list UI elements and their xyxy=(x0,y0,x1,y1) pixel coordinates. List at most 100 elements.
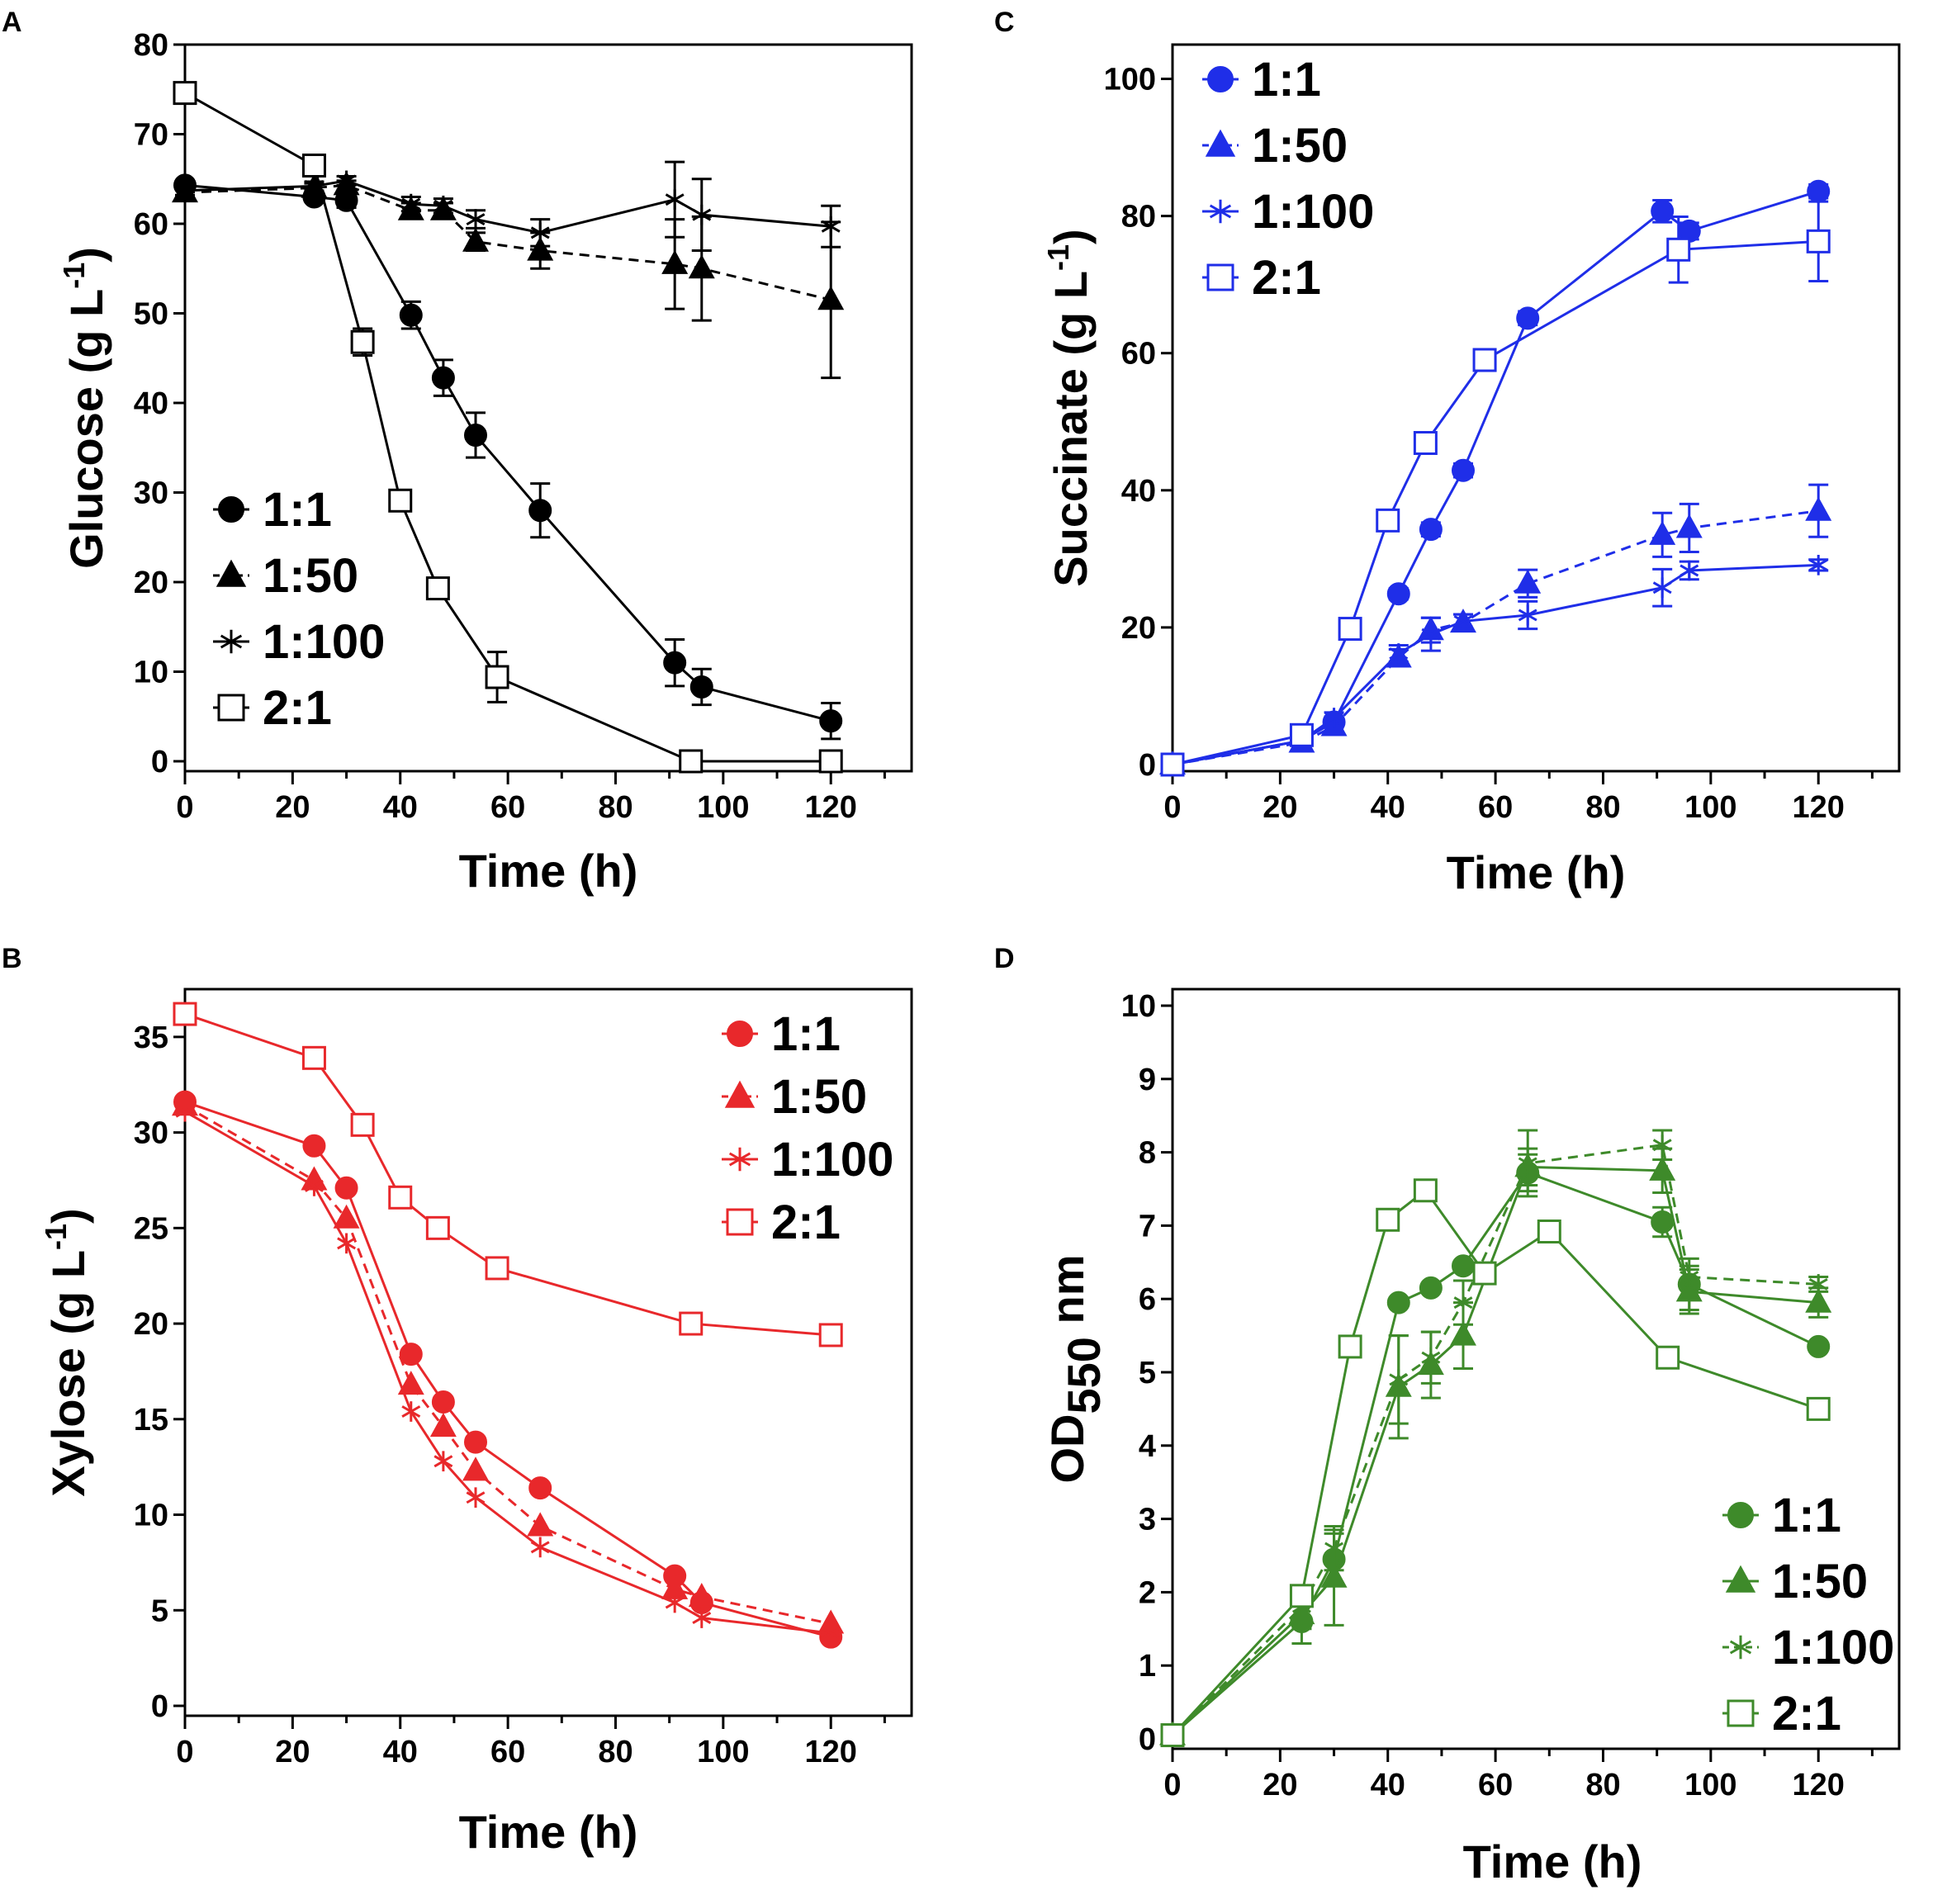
data-point-star-stroke xyxy=(466,1491,486,1504)
data-point-square xyxy=(301,153,326,178)
x-axis-ticks: 0 20 40 60 80 100 120 xyxy=(176,1716,886,1769)
x-tick-label: 60 xyxy=(1478,1768,1513,1802)
data-point-star xyxy=(1680,560,1699,581)
data-point-triangle xyxy=(397,1371,424,1395)
legend-marker-star xyxy=(728,1147,751,1172)
data-point-star xyxy=(1518,1153,1537,1174)
data-point-star-stroke xyxy=(337,1237,357,1250)
legend-item: 1:1 xyxy=(1202,53,1321,107)
data-point-square xyxy=(1376,508,1400,533)
data-point-star-stroke xyxy=(401,197,421,211)
x-tick-label: 40 xyxy=(383,1735,418,1769)
data-point-star xyxy=(1324,1537,1344,1559)
legend-item: 1:50 xyxy=(722,1070,867,1124)
data-point-star-stroke xyxy=(434,1455,453,1468)
x-tick-label: 0 xyxy=(1163,790,1181,825)
legend-label: 1:50 xyxy=(263,549,358,603)
data-point-circle xyxy=(528,1476,552,1500)
data-point-star xyxy=(401,1401,421,1422)
data-point-square xyxy=(1160,752,1185,777)
data-point-square xyxy=(679,1311,704,1336)
data-point-square xyxy=(350,329,375,354)
panel-letter-c: C xyxy=(994,7,1015,38)
y-axis-title-sup: -1 xyxy=(57,263,91,289)
legend-label: 1:100 xyxy=(1252,185,1374,239)
y-axis-title-main: Succinate (g L xyxy=(1045,271,1097,587)
data-point-star-stroke xyxy=(530,1541,550,1554)
y-axis-title-end: ) xyxy=(42,1208,94,1224)
data-point-triangle xyxy=(527,1512,554,1537)
data-point-star-stroke xyxy=(337,174,357,187)
data-point-triangle xyxy=(661,249,689,274)
plot-frame xyxy=(183,43,913,773)
data-point-circle xyxy=(1386,582,1410,606)
legend-item: 1:50 xyxy=(213,549,358,603)
x-tick-label: 40 xyxy=(1371,1768,1405,1802)
x-axis-title: Time (h) xyxy=(459,1806,638,1858)
series-2:1 xyxy=(1160,200,1831,777)
x-tick-label: 0 xyxy=(176,790,193,825)
legend-label: 1:1 xyxy=(1772,1489,1841,1542)
series-line xyxy=(184,1101,831,1639)
legend-label: 1:1 xyxy=(1252,53,1321,107)
data-point-square xyxy=(485,1256,509,1281)
y-tick-label: 15 xyxy=(134,1403,168,1437)
x-tick-label: 0 xyxy=(176,1735,193,1769)
data-point-square xyxy=(301,1045,326,1070)
data-point-star-stroke xyxy=(1680,1271,1699,1284)
data-point-star-stroke xyxy=(1421,1351,1441,1364)
series-line xyxy=(1171,1144,1819,1736)
y-tick-label: 8 xyxy=(1139,1136,1156,1171)
series-1:100 xyxy=(175,1101,841,1644)
legend-marker-triangle xyxy=(1205,129,1236,157)
legend-label: 2:1 xyxy=(263,681,332,735)
data-point-square xyxy=(350,1112,375,1137)
data-point-star-stroke xyxy=(1453,614,1473,628)
data-point-star-stroke xyxy=(692,208,712,221)
data-point-star-stroke xyxy=(1808,1277,1828,1291)
panel-letter-a: A xyxy=(2,7,22,38)
data-point-star-stroke xyxy=(466,213,486,226)
x-tick-label: 20 xyxy=(275,790,310,825)
y-axis-ticks: 0 10 20 30 40 50 60 70 80 xyxy=(134,28,185,779)
data-point-star-stroke xyxy=(1808,558,1828,571)
x-tick-label: 120 xyxy=(1793,1768,1845,1802)
legend-item: 1:100 xyxy=(722,1133,893,1186)
series-line xyxy=(1172,239,1819,766)
data-point-star-stroke xyxy=(1680,564,1699,577)
series-line xyxy=(184,92,831,763)
legend: 1:1 1:50 1:100 2:1 xyxy=(1722,1489,1894,1741)
data-point-square xyxy=(1472,1261,1497,1286)
series-layer xyxy=(1159,179,1832,777)
panel-a-glucose: A 0 10 20 30 40 50 60 70 80 0 20 40 60 80 100 120 Time… xyxy=(2,7,913,897)
legend-label: 1:1 xyxy=(263,483,332,537)
data-point-star xyxy=(665,1592,685,1613)
y-axis-title-sup: -1 xyxy=(39,1224,73,1250)
data-point-star-stroke xyxy=(1652,581,1672,594)
data-point-square xyxy=(679,749,704,774)
y-tick-label: 10 xyxy=(1121,989,1156,1024)
panel-letter-d: D xyxy=(994,943,1015,974)
data-point-circle xyxy=(431,1390,455,1414)
data-point-star-stroke xyxy=(821,220,841,233)
y-tick-label: 80 xyxy=(134,28,168,63)
legend-label: 1:1 xyxy=(771,1007,841,1061)
x-axis-title: Time (h) xyxy=(1447,846,1626,898)
data-point-star xyxy=(530,222,550,244)
legend-marker-triangle xyxy=(216,559,247,587)
data-point-square xyxy=(1806,229,1831,253)
data-point-star-stroke xyxy=(692,1612,712,1624)
data-point-circle xyxy=(431,366,455,390)
x-tick-label: 60 xyxy=(490,1735,525,1769)
y-axis-ticks: 0 5 10 15 20 25 30 35 xyxy=(134,1021,185,1724)
data-point-star-stroke xyxy=(530,226,550,239)
data-point-square xyxy=(1413,431,1438,456)
y-axis-title-sup: -1 xyxy=(1041,244,1075,271)
y-tick-label: 6 xyxy=(1139,1282,1156,1317)
data-point-triangle xyxy=(1675,1277,1703,1302)
data-point-triangle xyxy=(1675,514,1703,538)
data-point-star xyxy=(1453,1292,1473,1313)
data-point-circle xyxy=(1386,1291,1410,1314)
y-tick-label: 100 xyxy=(1104,63,1156,97)
